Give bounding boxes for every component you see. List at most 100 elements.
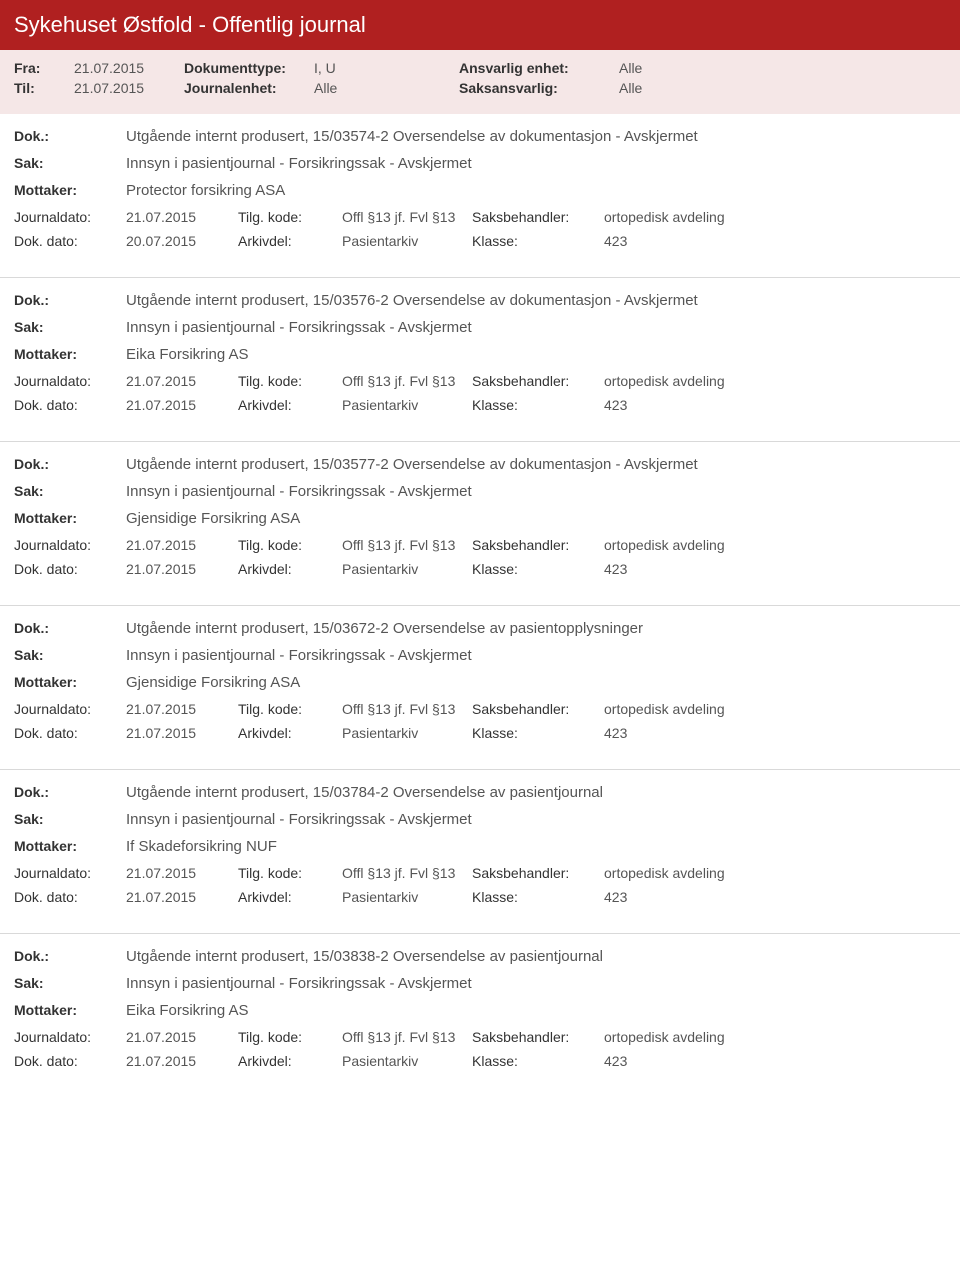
journaldato-value: 21.07.2015 [126, 373, 238, 389]
journal-entry: Dok.: Utgående internt produsert, 15/035… [0, 114, 960, 277]
dokdato-label: Dok. dato: [14, 233, 126, 249]
dokdato-value: 21.07.2015 [126, 889, 238, 905]
entry-meta-row-2: Dok. dato: 20.07.2015 Arkivdel: Pasienta… [14, 233, 946, 249]
filter-til-label: Til: [14, 80, 74, 96]
dokdato-label: Dok. dato: [14, 1053, 126, 1069]
tilgkode-value: Offl §13 jf. Fvl §13 [342, 209, 472, 225]
klasse-value: 423 [604, 1053, 627, 1069]
dok-label: Dok.: [14, 128, 126, 144]
mottaker-value: If Skadeforsikring NUF [126, 838, 277, 855]
tilgkode-value: Offl §13 jf. Fvl §13 [342, 701, 472, 717]
klasse-value: 423 [604, 561, 627, 577]
entry-dok-row: Dok.: Utgående internt produsert, 15/035… [14, 128, 946, 145]
saksbehandler-value: ortopedisk avdeling [604, 865, 725, 881]
filter-row-2: Til: 21.07.2015 Journalenhet: Alle Saksa… [14, 80, 946, 96]
sak-label: Sak: [14, 811, 126, 827]
entry-mottaker-row: Mottaker: Gjensidige Forsikring ASA [14, 674, 946, 691]
filter-fra-label: Fra: [14, 60, 74, 76]
arkivdel-value: Pasientarkiv [342, 397, 472, 413]
journaldato-label: Journaldato: [14, 373, 126, 389]
saksbehandler-label: Saksbehandler: [472, 865, 604, 881]
saksbehandler-value: ortopedisk avdeling [604, 1029, 725, 1045]
dok-value: Utgående internt produsert, 15/03838-2 O… [126, 948, 603, 965]
arkivdel-value: Pasientarkiv [342, 889, 472, 905]
dokdato-value: 21.07.2015 [126, 561, 238, 577]
filter-saksansvarlig-value: Alle [619, 80, 642, 96]
mottaker-value: Gjensidige Forsikring ASA [126, 510, 300, 527]
sak-label: Sak: [14, 975, 126, 991]
arkivdel-label: Arkivdel: [238, 561, 342, 577]
entry-sak-row: Sak: Innsyn i pasientjournal - Forsikrin… [14, 155, 946, 172]
entry-meta-row-1: Journaldato: 21.07.2015 Tilg. kode: Offl… [14, 373, 946, 389]
arkivdel-label: Arkivdel: [238, 1053, 342, 1069]
mottaker-value: Gjensidige Forsikring ASA [126, 674, 300, 691]
filter-journalenhet-value: Alle [314, 80, 459, 96]
sak-value: Innsyn i pasientjournal - Forsikringssak… [126, 483, 472, 500]
journaldato-value: 21.07.2015 [126, 865, 238, 881]
entry-meta-row-2: Dok. dato: 21.07.2015 Arkivdel: Pasienta… [14, 1053, 946, 1069]
mottaker-value: Protector forsikring ASA [126, 182, 285, 199]
mottaker-value: Eika Forsikring AS [126, 1002, 249, 1019]
entry-mottaker-row: Mottaker: Protector forsikring ASA [14, 182, 946, 199]
saksbehandler-label: Saksbehandler: [472, 373, 604, 389]
arkivdel-value: Pasientarkiv [342, 233, 472, 249]
dok-value: Utgående internt produsert, 15/03576-2 O… [126, 292, 698, 309]
journal-entry: Dok.: Utgående internt produsert, 15/035… [0, 277, 960, 441]
journaldato-label: Journaldato: [14, 701, 126, 717]
saksbehandler-label: Saksbehandler: [472, 1029, 604, 1045]
arkivdel-label: Arkivdel: [238, 397, 342, 413]
sak-value: Innsyn i pasientjournal - Forsikringssak… [126, 155, 472, 172]
journaldato-value: 21.07.2015 [126, 701, 238, 717]
mottaker-label: Mottaker: [14, 1002, 126, 1018]
entry-meta-row-1: Journaldato: 21.07.2015 Tilg. kode: Offl… [14, 701, 946, 717]
arkivdel-value: Pasientarkiv [342, 725, 472, 741]
page-header: Sykehuset Østfold - Offentlig journal [0, 0, 960, 50]
filter-doktype-label: Dokumenttype: [184, 60, 314, 76]
saksbehandler-value: ortopedisk avdeling [604, 209, 725, 225]
entry-dok-row: Dok.: Utgående internt produsert, 15/037… [14, 784, 946, 801]
sak-value: Innsyn i pasientjournal - Forsikringssak… [126, 319, 472, 336]
arkivdel-label: Arkivdel: [238, 725, 342, 741]
saksbehandler-value: ortopedisk avdeling [604, 537, 725, 553]
dok-value: Utgående internt produsert, 15/03574-2 O… [126, 128, 698, 145]
filter-ansvarlig-value: Alle [619, 60, 642, 76]
entry-meta-row-1: Journaldato: 21.07.2015 Tilg. kode: Offl… [14, 1029, 946, 1045]
dokdato-label: Dok. dato: [14, 725, 126, 741]
sak-value: Innsyn i pasientjournal - Forsikringssak… [126, 647, 472, 664]
dok-label: Dok.: [14, 456, 126, 472]
journaldato-value: 21.07.2015 [126, 209, 238, 225]
mottaker-label: Mottaker: [14, 674, 126, 690]
entry-mottaker-row: Mottaker: Eika Forsikring AS [14, 1002, 946, 1019]
entry-mottaker-row: Mottaker: If Skadeforsikring NUF [14, 838, 946, 855]
dokdato-value: 21.07.2015 [126, 1053, 238, 1069]
journaldato-value: 21.07.2015 [126, 1029, 238, 1045]
tilgkode-label: Tilg. kode: [238, 209, 342, 225]
entry-meta-row-2: Dok. dato: 21.07.2015 Arkivdel: Pasienta… [14, 725, 946, 741]
entry-meta-row-1: Journaldato: 21.07.2015 Tilg. kode: Offl… [14, 537, 946, 553]
entry-meta-row-2: Dok. dato: 21.07.2015 Arkivdel: Pasienta… [14, 561, 946, 577]
journaldato-label: Journaldato: [14, 1029, 126, 1045]
tilgkode-value: Offl §13 jf. Fvl §13 [342, 537, 472, 553]
filter-journalenhet-label: Journalenhet: [184, 80, 314, 96]
journal-entry: Dok.: Utgående internt produsert, 15/035… [0, 441, 960, 605]
klasse-label: Klasse: [472, 889, 604, 905]
saksbehandler-label: Saksbehandler: [472, 209, 604, 225]
tilgkode-value: Offl §13 jf. Fvl §13 [342, 1029, 472, 1045]
tilgkode-label: Tilg. kode: [238, 865, 342, 881]
journal-entry: Dok.: Utgående internt produsert, 15/037… [0, 769, 960, 933]
entry-dok-row: Dok.: Utgående internt produsert, 15/036… [14, 620, 946, 637]
page-title: Sykehuset Østfold - Offentlig journal [14, 12, 366, 37]
sak-label: Sak: [14, 319, 126, 335]
journal-entry: Dok.: Utgående internt produsert, 15/036… [0, 605, 960, 769]
dok-value: Utgående internt produsert, 15/03784-2 O… [126, 784, 603, 801]
klasse-value: 423 [604, 725, 627, 741]
filter-til-value: 21.07.2015 [74, 80, 184, 96]
dokdato-label: Dok. dato: [14, 397, 126, 413]
dok-label: Dok.: [14, 948, 126, 964]
entry-dok-row: Dok.: Utgående internt produsert, 15/035… [14, 456, 946, 473]
dokdato-label: Dok. dato: [14, 889, 126, 905]
entry-dok-row: Dok.: Utgående internt produsert, 15/035… [14, 292, 946, 309]
entry-sak-row: Sak: Innsyn i pasientjournal - Forsikrin… [14, 811, 946, 828]
tilgkode-label: Tilg. kode: [238, 701, 342, 717]
klasse-value: 423 [604, 397, 627, 413]
